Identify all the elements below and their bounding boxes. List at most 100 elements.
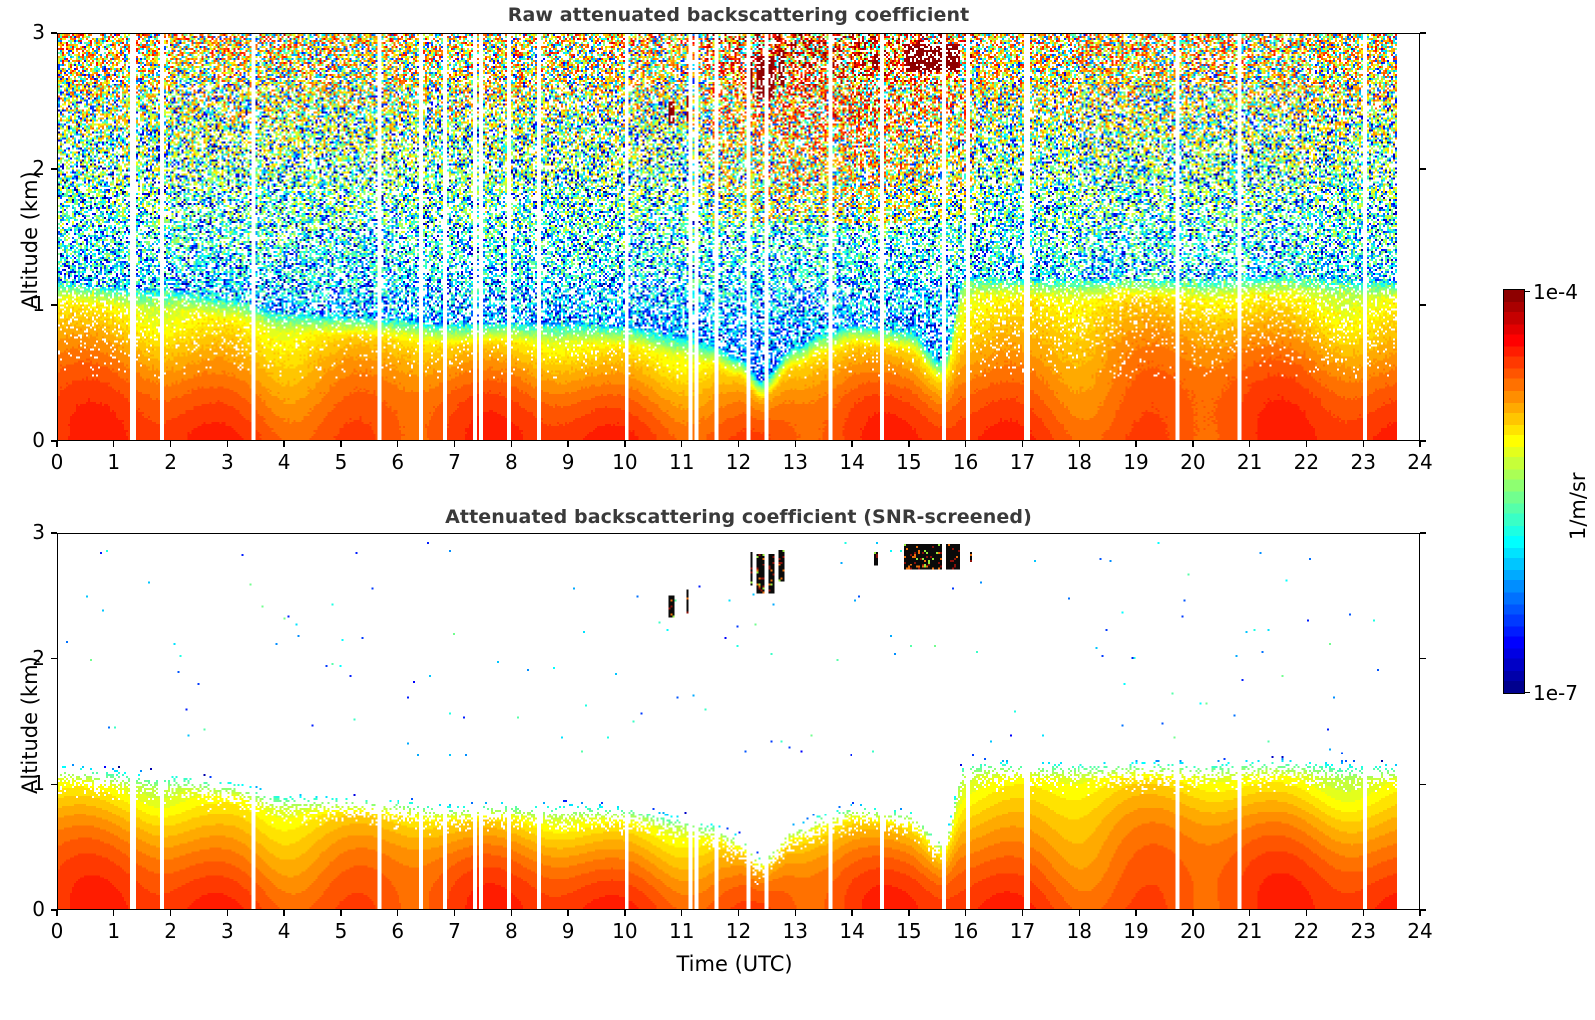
raw-backscatter-axes [57,33,1420,441]
x-tick-label: 0 [50,450,64,474]
x-tick-mark [794,441,796,447]
x-tick-mark [567,441,569,447]
x-tick-label: 15 [896,450,922,474]
x-tick-label: 8 [504,450,518,474]
x-tick-mark [908,910,910,916]
bottom-y-axis-label: Altitude (km) [18,655,42,794]
y-tick-mark-left [51,440,57,442]
x-tick-mark [681,910,683,916]
x-tick-label: 6 [391,450,405,474]
x-tick-label: 20 [1180,450,1206,474]
x-tick-mark [56,441,58,447]
y-tick-label: 0 [32,897,45,921]
x-tick-label: 11 [668,450,695,474]
x-tick-label: 2 [164,450,177,474]
x-tick-label: 18 [1066,450,1092,474]
x-tick-label: 15 [896,919,922,943]
x-tick-label: 13 [782,919,808,943]
x-tick-label: 16 [952,919,979,943]
x-tick-mark [113,441,115,447]
x-tick-mark [397,910,399,916]
x-tick-mark [1192,441,1194,447]
y-tick-mark-right [1420,909,1426,911]
colorbar-gradient [1504,290,1524,693]
x-tick-mark [1021,441,1024,447]
x-tick-label: 7 [448,450,461,474]
x-tick-mark [1362,910,1364,916]
y-tick-label: 1 [32,771,45,796]
x-tick-mark [226,910,229,916]
x-tick-label: 17 [1009,450,1036,474]
raw-backscatter-heatmap [58,34,1419,440]
x-tick-mark [964,910,967,916]
x-tick-mark [453,910,456,916]
x-tick-mark [1305,441,1308,447]
x-tick-label: 5 [334,919,348,943]
y-tick-label: 0 [32,428,45,452]
colorbar-min-label: 1e-7 [1533,681,1578,705]
x-axis-label: Time (UTC) [676,952,793,976]
x-tick-mark [908,441,910,447]
y-tick-mark-left [51,32,57,34]
x-tick-label: 10 [612,919,638,943]
x-tick-label: 19 [1123,450,1149,474]
y-tick-mark-right [1420,304,1426,306]
y-tick-label: 3 [32,20,45,44]
x-tick-label: 18 [1066,919,1092,943]
x-tick-mark [226,441,229,447]
x-tick-mark [113,910,115,916]
x-tick-mark [453,441,456,447]
x-tick-mark [397,441,399,447]
colorbar [1503,289,1525,694]
x-tick-mark [283,441,285,447]
x-tick-mark [1078,910,1080,916]
x-tick-mark [510,910,513,916]
x-tick-label: 9 [561,450,575,474]
x-tick-mark [340,441,342,447]
x-tick-label: 6 [391,919,405,943]
x-tick-label: 23 [1350,919,1376,943]
x-tick-mark [737,441,740,447]
x-tick-label: 19 [1123,919,1149,943]
y-tick-mark-left [51,657,57,660]
x-tick-label: 10 [612,450,638,474]
y-tick-mark-right [1420,32,1426,34]
x-tick-mark [851,910,853,916]
x-tick-mark [1192,910,1194,916]
x-tick-label: 12 [725,919,752,943]
x-tick-label: 5 [334,450,348,474]
x-tick-mark [964,441,967,447]
x-tick-mark [1078,441,1080,447]
x-tick-mark [681,441,683,447]
x-tick-label: 22 [1293,450,1320,474]
x-tick-label: 22 [1293,919,1320,943]
x-tick-label: 4 [277,450,291,474]
x-tick-label: 20 [1180,919,1206,943]
y-tick-label: 2 [32,156,45,180]
x-tick-mark [1305,910,1308,916]
x-tick-mark [624,441,626,447]
y-tick-label: 1 [32,292,45,316]
x-tick-mark [1419,910,1421,916]
colorbar-tick-top [1525,291,1530,293]
colorbar-unit-label: 1/m/sr [1566,472,1590,540]
x-tick-mark [56,910,58,916]
x-tick-label: 1 [107,919,121,943]
x-tick-label: 2 [164,919,177,943]
x-tick-label: 3 [221,919,234,943]
y-tick-mark-right [1420,657,1426,660]
x-tick-label: 23 [1350,450,1376,474]
x-tick-label: 21 [1236,919,1263,943]
top-y-axis-label: Altitude (km) [18,171,42,309]
x-tick-label: 11 [668,919,695,943]
y-tick-label: 2 [32,645,45,670]
bottom-panel-title: Attenuated backscattering coefficient (S… [445,506,1032,528]
y-tick-mark-right [1420,783,1426,786]
y-tick-mark-left [51,909,57,911]
x-tick-mark [1248,441,1251,447]
x-tick-mark [624,910,626,916]
y-tick-mark-left [51,168,57,170]
x-tick-mark [1135,910,1137,916]
x-tick-label: 16 [952,450,979,474]
y-tick-mark-left [51,304,57,306]
